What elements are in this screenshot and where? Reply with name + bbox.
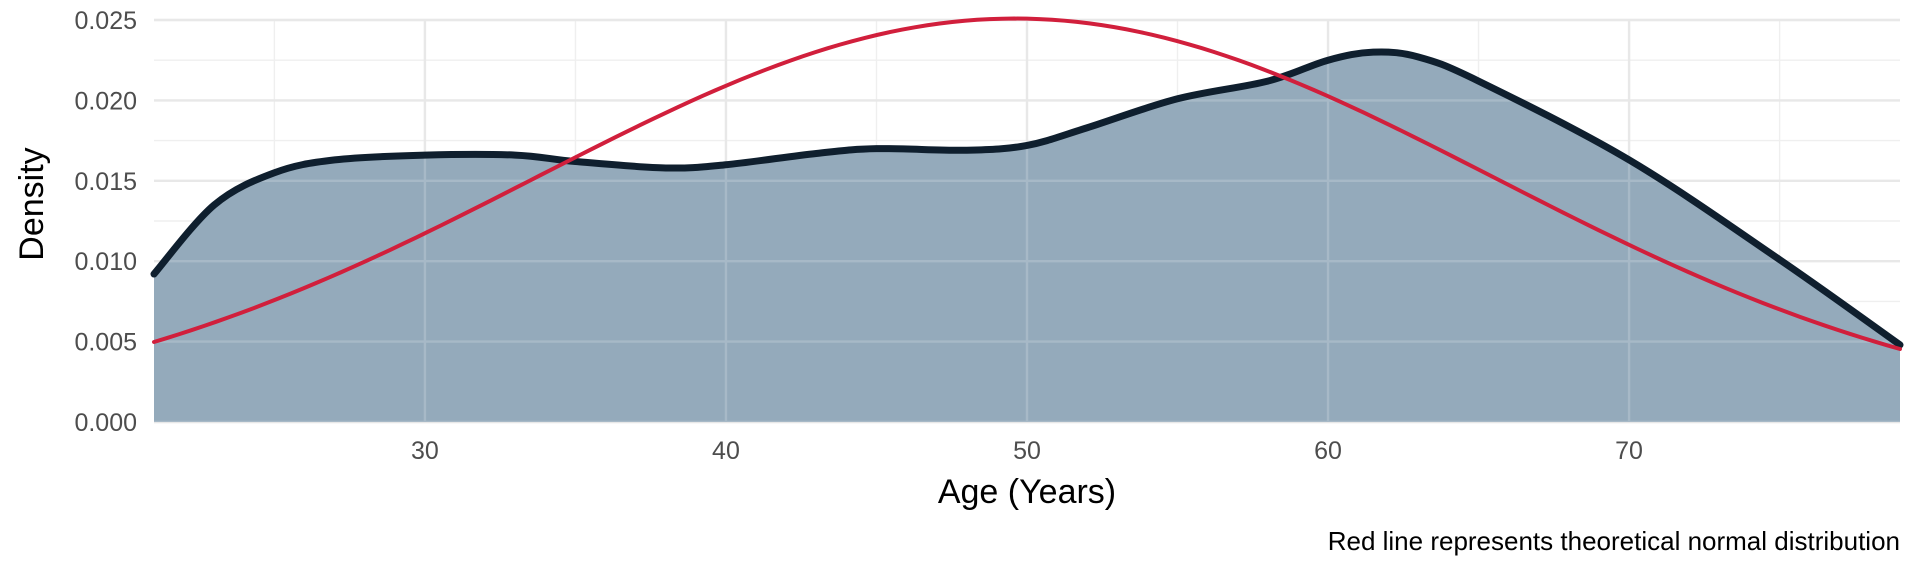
chart-caption: Red line represents theoretical normal d… bbox=[1328, 526, 1900, 556]
normal-distribution-line bbox=[152, 16, 1902, 351]
y-tick-label: 0.020 bbox=[74, 87, 137, 115]
y-axis-title: Density bbox=[13, 147, 51, 260]
y-tick-label: 0.025 bbox=[74, 7, 137, 35]
x-tick-label: 30 bbox=[411, 437, 439, 465]
density-line bbox=[150, 48, 1904, 349]
x-tick-label: 60 bbox=[1314, 437, 1342, 465]
x-axis-ticks: 30 40 50 60 70 bbox=[411, 437, 1643, 465]
x-tick-label: 40 bbox=[712, 437, 740, 465]
y-tick-label: 0.000 bbox=[74, 409, 137, 437]
x-tick-label: 70 bbox=[1615, 437, 1643, 465]
curve-layer bbox=[150, 16, 1904, 351]
y-tick-label: 0.015 bbox=[74, 168, 137, 196]
x-tick-label: 50 bbox=[1013, 437, 1041, 465]
x-axis-title: Age (Years) bbox=[938, 473, 1116, 511]
y-axis-ticks: 0.000 0.005 0.010 0.015 0.020 0.025 bbox=[74, 7, 137, 437]
density-area-fill bbox=[154, 51, 1900, 422]
y-tick-label: 0.005 bbox=[74, 329, 137, 357]
y-tick-label: 0.010 bbox=[74, 248, 137, 276]
density-area-layer bbox=[154, 18, 1900, 424]
